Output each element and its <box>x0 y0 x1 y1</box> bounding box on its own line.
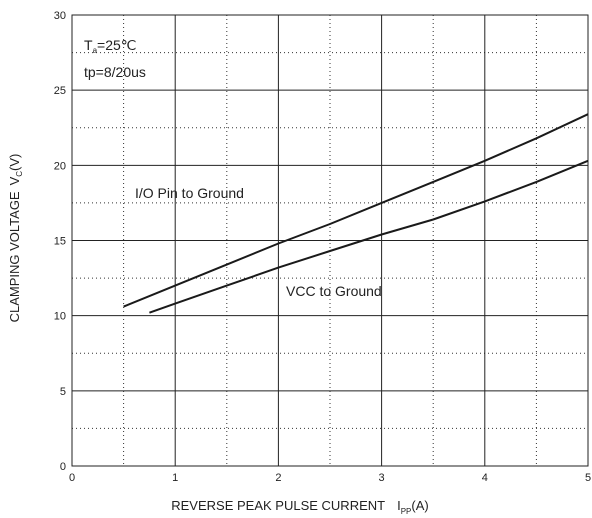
x-tick-label: 2 <box>275 472 281 484</box>
series-line-0 <box>123 113 589 308</box>
y-tick-label: 5 <box>60 386 66 398</box>
y-axis-label: CLAMPING VOLTAGEVC(V) <box>7 154 24 323</box>
x-axis-label: REVERSE PEAK PULSE CURRENT IPP(A) <box>171 498 428 516</box>
x-tick-label: 1 <box>172 472 178 484</box>
condition-pulse-width: tp=8/20us <box>84 64 146 80</box>
y-tick-label: 25 <box>54 85 66 97</box>
y-axis-ticks: 0 5 10 15 20 25 30 <box>54 10 66 473</box>
x-tick-label: 5 <box>585 472 591 484</box>
y-tick-label: 0 <box>60 461 66 473</box>
condition-temperature: Ta=25℃ <box>84 37 137 55</box>
x-tick-label: 3 <box>379 472 385 484</box>
series-label-vcc: VCC to Ground <box>286 283 382 299</box>
series-lines <box>123 113 589 314</box>
x-tick-label: 4 <box>482 472 488 484</box>
y-tick-label: 10 <box>54 311 66 323</box>
x-tick-label: 0 <box>69 472 75 484</box>
x-axis-ticks: 0 1 2 3 4 5 <box>69 472 591 484</box>
y-tick-label: 20 <box>54 160 66 172</box>
plot-frame <box>71 14 589 467</box>
y-tick-label: 15 <box>54 236 66 248</box>
y-tick-label: 30 <box>54 10 66 22</box>
grid <box>72 15 588 466</box>
series-line-1 <box>149 159 589 314</box>
series-label-io-pin: I/O Pin to Ground <box>135 185 244 201</box>
